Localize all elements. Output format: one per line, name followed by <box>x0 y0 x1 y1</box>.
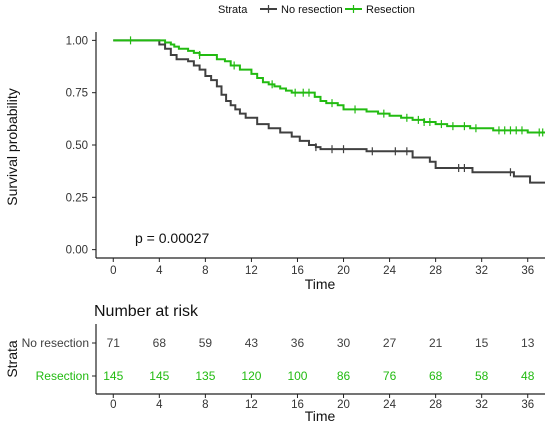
risk-table-x-ticks: 0 4 8 12 16 20 24 28 32 36 <box>110 394 534 411</box>
risk-count-no-resection-4: 36 <box>291 336 305 350</box>
legend: Strata No resection Resection <box>218 4 415 16</box>
risk-table-title: Number at risk <box>94 303 199 320</box>
risk-table-y-axis-label: Strata <box>4 340 20 378</box>
risk-table-cells: 71 68 59 43 36 30 27 21 15 13 145 145 135 120 100 86 76 6… <box>103 336 534 383</box>
risk-count-resection-4: 100 <box>287 369 307 383</box>
risk-x-tick-label-2: 8 <box>202 399 208 411</box>
risk-count-no-resection-6: 27 <box>383 336 397 350</box>
x-tick-label-4: 16 <box>291 265 304 277</box>
x-tick-label-9: 36 <box>521 265 534 277</box>
y-tick-label-4: 1.00 <box>66 35 88 47</box>
risk-count-no-resection-1: 68 <box>153 336 167 350</box>
risk-x-tick-label-0: 0 <box>110 399 116 411</box>
risk-count-no-resection-8: 15 <box>475 336 489 350</box>
x-tick-label-8: 32 <box>475 265 488 277</box>
survival-curve-resection <box>113 39 545 134</box>
risk-count-resection-9: 48 <box>521 369 535 383</box>
risk-x-tick-label-8: 32 <box>475 399 488 411</box>
risk-x-tick-label-9: 36 <box>521 399 534 411</box>
risk-count-no-resection-3: 43 <box>245 336 259 350</box>
x-ticks: 0 4 8 12 16 20 24 28 32 36 <box>110 258 534 277</box>
y-tick-label-2: 0.50 <box>66 140 88 152</box>
risk-count-no-resection-9: 13 <box>521 336 535 350</box>
x-tick-label-3: 12 <box>245 265 258 277</box>
risk-count-no-resection-5: 30 <box>337 336 351 350</box>
risk-count-resection-6: 76 <box>383 369 397 383</box>
risk-count-resection-8: 58 <box>475 369 489 383</box>
risk-count-resection-2: 135 <box>195 369 215 383</box>
risk-table: Number at risk Strata No resection Resec… <box>4 303 545 424</box>
legend-label-resection: Resection <box>366 4 415 16</box>
risk-table-x-axis-label: Time <box>305 408 336 424</box>
risk-x-tick-label-1: 4 <box>156 399 163 411</box>
risk-count-no-resection-0: 71 <box>107 336 121 350</box>
risk-x-tick-label-5: 20 <box>337 399 350 411</box>
risk-x-tick-label-6: 24 <box>383 399 396 411</box>
risk-count-no-resection-7: 21 <box>429 336 443 350</box>
risk-x-tick-label-7: 28 <box>429 399 442 411</box>
risk-x-tick-label-4: 16 <box>291 399 304 411</box>
survival-curve-no-resection <box>113 39 545 184</box>
risk-row-label-no-resection: No resection <box>22 336 89 350</box>
legend-title: Strata <box>218 4 248 16</box>
risk-count-resection-7: 68 <box>429 369 443 383</box>
risk-count-no-resection-2: 59 <box>199 336 213 350</box>
risk-count-resection-5: 86 <box>337 369 351 383</box>
x-tick-label-6: 24 <box>383 265 396 277</box>
plot-panel: 0.00 0.25 0.50 0.75 1.00 0 4 8 12 16 20 24 28 32 36 S… <box>4 32 545 292</box>
risk-count-resection-0: 145 <box>103 369 123 383</box>
p-value-annotation: p = 0.00027 <box>135 230 210 246</box>
y-tick-label-1: 0.25 <box>66 192 88 204</box>
y-tick-label-0: 0.00 <box>66 245 88 257</box>
risk-x-tick-label-3: 12 <box>245 399 258 411</box>
risk-count-resection-3: 120 <box>241 369 261 383</box>
x-tick-label-0: 0 <box>110 265 116 277</box>
x-axis-label: Time <box>305 276 336 292</box>
y-tick-label-3: 0.75 <box>66 88 88 100</box>
x-tick-label-2: 8 <box>202 265 208 277</box>
survival-curves <box>113 36 545 184</box>
risk-count-resection-1: 145 <box>149 369 169 383</box>
x-tick-label-1: 4 <box>156 265 163 277</box>
x-tick-label-7: 28 <box>429 265 442 277</box>
y-ticks: 0.00 0.25 0.50 0.75 1.00 <box>66 35 96 257</box>
risk-row-label-resection: Resection <box>36 369 89 383</box>
y-axis-label: Survival probability <box>4 88 20 206</box>
legend-label-no-resection: No resection <box>281 4 343 16</box>
x-tick-label-5: 20 <box>337 265 350 277</box>
